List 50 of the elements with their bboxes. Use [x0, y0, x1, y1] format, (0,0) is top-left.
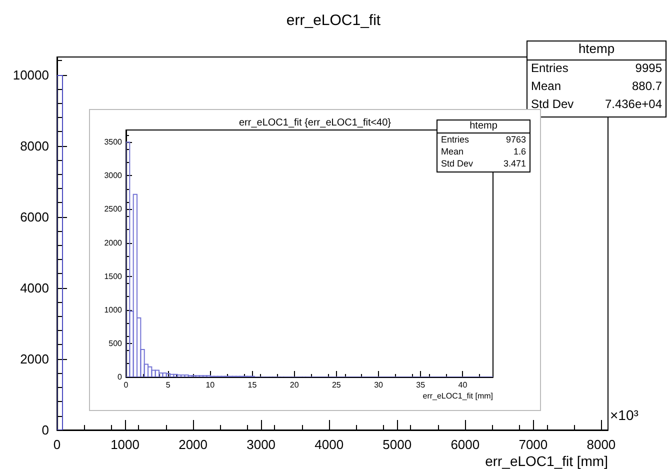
- annotation: Mean: [441, 146, 464, 156]
- y-tick-label: 500: [108, 338, 123, 348]
- x-axis-title: err_eLOC1_fit [mm]: [485, 453, 608, 469]
- y-tick-label: 2000: [20, 351, 49, 366]
- annotation: Mean: [531, 79, 562, 93]
- y-tick-label: 2500: [104, 204, 123, 214]
- x-tick-label: 20: [290, 380, 300, 390]
- x-tick-label: 15: [248, 380, 258, 390]
- annotation: Entries: [531, 61, 568, 75]
- x-tick-label: 10: [206, 380, 216, 390]
- annotation: 3.471: [503, 158, 526, 168]
- x-tick-label: 3000: [246, 437, 276, 452]
- y-tick-label: 1500: [104, 272, 123, 281]
- chart-title: err_eLOC1_fit {err_eLOC1_fit<40}: [238, 118, 392, 128]
- chart-title: err_eLOC1_fit: [286, 12, 382, 29]
- y-tick-label: 10000: [12, 67, 49, 82]
- x-tick-label: 6000: [450, 437, 480, 452]
- y-tick-label: 0: [118, 372, 123, 382]
- y-tick-label: 3500: [104, 138, 123, 147]
- x-tick-label: 25: [332, 380, 342, 390]
- text: ×10³: [610, 407, 639, 423]
- y-tick-label: 0: [42, 422, 49, 438]
- x-tick-label: 2000: [178, 437, 208, 452]
- x-tick-label: 7000: [518, 437, 548, 452]
- x-tick-label: 5: [166, 380, 171, 390]
- text: 9995: [635, 61, 662, 75]
- annotation: 9763: [506, 134, 526, 144]
- y-tick-label: 8000: [20, 138, 49, 154]
- x-tick-label: 35: [416, 380, 426, 390]
- annotation: htemp: [470, 120, 498, 132]
- y-tick-label: 3000: [104, 171, 123, 180]
- x-tick-label: 4000: [314, 437, 344, 452]
- x-tick-label: 5000: [382, 437, 412, 452]
- text: htemp: [578, 41, 615, 56]
- annotation: Std Dev: [531, 97, 574, 111]
- text: 880.7: [632, 79, 662, 93]
- x-tick-label: 0: [53, 437, 61, 452]
- annotation: 7.436e+04: [604, 97, 662, 111]
- x-tick-label: 0: [124, 380, 129, 390]
- x-tick-label: 30: [374, 380, 384, 390]
- x-tick-label: 40: [458, 380, 468, 390]
- x-tick-label: 8000: [586, 437, 616, 452]
- y-tick-label: 6000: [20, 209, 49, 224]
- annotation: Entries: [441, 134, 470, 144]
- annotation: Std Dev: [441, 158, 474, 168]
- y-tick-label: 2000: [104, 238, 123, 248]
- annotation: 1.6: [513, 146, 526, 156]
- y-tick-label: 4000: [20, 280, 49, 296]
- x-axis-title: err_eLOC1_fit [mm]: [422, 392, 493, 400]
- y-tick-label: 1000: [104, 305, 123, 314]
